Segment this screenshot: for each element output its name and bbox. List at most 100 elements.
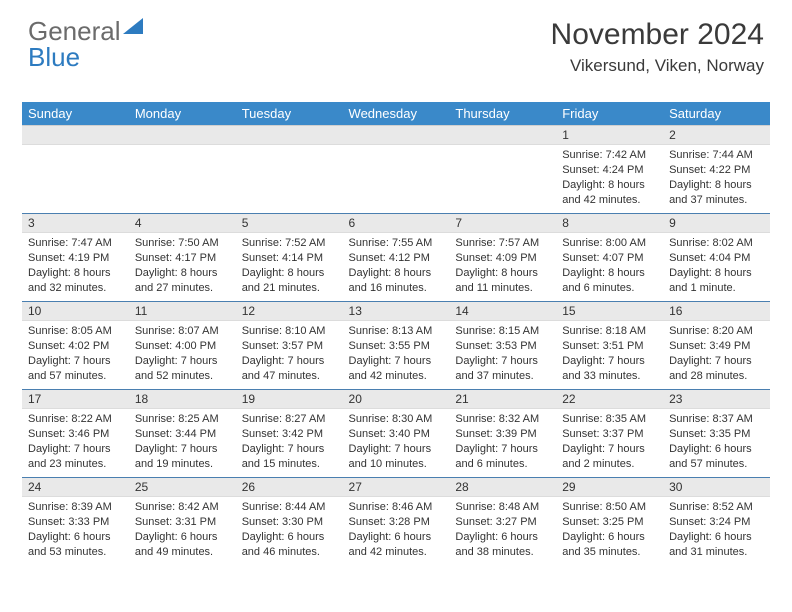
day-daylight1: Daylight: 7 hours bbox=[349, 442, 444, 457]
day-body: Sunrise: 8:27 AMSunset: 3:42 PMDaylight:… bbox=[236, 409, 343, 475]
day-daylight1: Daylight: 8 hours bbox=[28, 266, 123, 281]
calendar-cell: 2Sunrise: 7:44 AMSunset: 4:22 PMDaylight… bbox=[663, 126, 770, 214]
calendar-cell: 25Sunrise: 8:42 AMSunset: 3:31 PMDayligh… bbox=[129, 478, 236, 566]
calendar-cell: 20Sunrise: 8:30 AMSunset: 3:40 PMDayligh… bbox=[343, 390, 450, 478]
day-number: 10 bbox=[22, 302, 129, 321]
day-body: Sunrise: 7:42 AMSunset: 4:24 PMDaylight:… bbox=[556, 145, 663, 211]
day-daylight2: and 15 minutes. bbox=[242, 457, 337, 472]
month-title: November 2024 bbox=[551, 18, 764, 52]
day-daylight2: and 42 minutes. bbox=[349, 545, 444, 560]
day-sunset: Sunset: 3:35 PM bbox=[669, 427, 764, 442]
day-sunrise: Sunrise: 7:52 AM bbox=[242, 236, 337, 251]
day-sunrise: Sunrise: 7:50 AM bbox=[135, 236, 230, 251]
day-sunrise: Sunrise: 8:10 AM bbox=[242, 324, 337, 339]
day-daylight2: and 1 minute. bbox=[669, 281, 764, 296]
day-number: 3 bbox=[22, 214, 129, 233]
day-number: 19 bbox=[236, 390, 343, 409]
day-daylight1: Daylight: 6 hours bbox=[28, 530, 123, 545]
day-sunset: Sunset: 4:07 PM bbox=[562, 251, 657, 266]
day-number: 14 bbox=[449, 302, 556, 321]
day-daylight2: and 37 minutes. bbox=[455, 369, 550, 384]
day-sunset: Sunset: 4:09 PM bbox=[455, 251, 550, 266]
calendar-row: 1Sunrise: 7:42 AMSunset: 4:24 PMDaylight… bbox=[22, 126, 770, 214]
col-thursday: Thursday bbox=[449, 102, 556, 126]
day-daylight1: Daylight: 8 hours bbox=[562, 178, 657, 193]
day-daylight2: and 11 minutes. bbox=[455, 281, 550, 296]
day-number: 9 bbox=[663, 214, 770, 233]
day-body: Sunrise: 8:20 AMSunset: 3:49 PMDaylight:… bbox=[663, 321, 770, 387]
day-sunset: Sunset: 3:40 PM bbox=[349, 427, 444, 442]
day-number: 1 bbox=[556, 126, 663, 145]
day-body: Sunrise: 8:35 AMSunset: 3:37 PMDaylight:… bbox=[556, 409, 663, 475]
day-number: 16 bbox=[663, 302, 770, 321]
day-daylight2: and 37 minutes. bbox=[669, 193, 764, 208]
day-daylight2: and 28 minutes. bbox=[669, 369, 764, 384]
day-daylight1: Daylight: 8 hours bbox=[135, 266, 230, 281]
day-sunrise: Sunrise: 7:42 AM bbox=[562, 148, 657, 163]
day-daylight2: and 31 minutes. bbox=[669, 545, 764, 560]
day-number: 13 bbox=[343, 302, 450, 321]
day-body: Sunrise: 8:05 AMSunset: 4:02 PMDaylight:… bbox=[22, 321, 129, 387]
day-number-empty bbox=[22, 126, 129, 145]
day-daylight2: and 21 minutes. bbox=[242, 281, 337, 296]
day-body: Sunrise: 8:48 AMSunset: 3:27 PMDaylight:… bbox=[449, 497, 556, 563]
day-sunrise: Sunrise: 7:47 AM bbox=[28, 236, 123, 251]
day-sunset: Sunset: 3:28 PM bbox=[349, 515, 444, 530]
day-daylight2: and 35 minutes. bbox=[562, 545, 657, 560]
day-sunset: Sunset: 3:39 PM bbox=[455, 427, 550, 442]
day-sunrise: Sunrise: 8:20 AM bbox=[669, 324, 764, 339]
calendar-cell bbox=[449, 126, 556, 214]
calendar-cell: 22Sunrise: 8:35 AMSunset: 3:37 PMDayligh… bbox=[556, 390, 663, 478]
day-number: 2 bbox=[663, 126, 770, 145]
day-number: 20 bbox=[343, 390, 450, 409]
calendar-header-row: Sunday Monday Tuesday Wednesday Thursday… bbox=[22, 102, 770, 126]
calendar-cell: 4Sunrise: 7:50 AMSunset: 4:17 PMDaylight… bbox=[129, 214, 236, 302]
calendar-cell: 30Sunrise: 8:52 AMSunset: 3:24 PMDayligh… bbox=[663, 478, 770, 566]
day-number: 24 bbox=[22, 478, 129, 497]
calendar-cell: 18Sunrise: 8:25 AMSunset: 3:44 PMDayligh… bbox=[129, 390, 236, 478]
day-daylight1: Daylight: 6 hours bbox=[669, 530, 764, 545]
day-daylight1: Daylight: 7 hours bbox=[349, 354, 444, 369]
day-sunset: Sunset: 4:04 PM bbox=[669, 251, 764, 266]
day-daylight1: Daylight: 7 hours bbox=[562, 354, 657, 369]
calendar-cell: 17Sunrise: 8:22 AMSunset: 3:46 PMDayligh… bbox=[22, 390, 129, 478]
day-body: Sunrise: 8:30 AMSunset: 3:40 PMDaylight:… bbox=[343, 409, 450, 475]
location: Vikersund, Viken, Norway bbox=[551, 56, 764, 76]
calendar-cell: 12Sunrise: 8:10 AMSunset: 3:57 PMDayligh… bbox=[236, 302, 343, 390]
col-wednesday: Wednesday bbox=[343, 102, 450, 126]
day-sunset: Sunset: 4:12 PM bbox=[349, 251, 444, 266]
calendar-cell: 11Sunrise: 8:07 AMSunset: 4:00 PMDayligh… bbox=[129, 302, 236, 390]
day-number-empty bbox=[129, 126, 236, 145]
day-daylight1: Daylight: 7 hours bbox=[28, 354, 123, 369]
day-daylight2: and 32 minutes. bbox=[28, 281, 123, 296]
logo-text-blue: Blue bbox=[28, 42, 80, 72]
day-daylight2: and 57 minutes. bbox=[28, 369, 123, 384]
day-number: 17 bbox=[22, 390, 129, 409]
day-sunset: Sunset: 3:42 PM bbox=[242, 427, 337, 442]
day-number: 6 bbox=[343, 214, 450, 233]
day-number: 23 bbox=[663, 390, 770, 409]
calendar-cell: 29Sunrise: 8:50 AMSunset: 3:25 PMDayligh… bbox=[556, 478, 663, 566]
day-daylight2: and 53 minutes. bbox=[28, 545, 123, 560]
calendar-cell bbox=[343, 126, 450, 214]
calendar-row: 10Sunrise: 8:05 AMSunset: 4:02 PMDayligh… bbox=[22, 302, 770, 390]
calendar-cell: 23Sunrise: 8:37 AMSunset: 3:35 PMDayligh… bbox=[663, 390, 770, 478]
calendar-cell bbox=[22, 126, 129, 214]
col-friday: Friday bbox=[556, 102, 663, 126]
day-daylight1: Daylight: 8 hours bbox=[349, 266, 444, 281]
day-sunset: Sunset: 3:55 PM bbox=[349, 339, 444, 354]
day-sunrise: Sunrise: 8:00 AM bbox=[562, 236, 657, 251]
day-daylight2: and 27 minutes. bbox=[135, 281, 230, 296]
col-sunday: Sunday bbox=[22, 102, 129, 126]
day-sunset: Sunset: 3:33 PM bbox=[28, 515, 123, 530]
day-daylight2: and 6 minutes. bbox=[455, 457, 550, 472]
day-body: Sunrise: 8:32 AMSunset: 3:39 PMDaylight:… bbox=[449, 409, 556, 475]
day-sunrise: Sunrise: 8:05 AM bbox=[28, 324, 123, 339]
day-sunrise: Sunrise: 8:25 AM bbox=[135, 412, 230, 427]
day-body: Sunrise: 8:02 AMSunset: 4:04 PMDaylight:… bbox=[663, 233, 770, 299]
day-number: 29 bbox=[556, 478, 663, 497]
day-body: Sunrise: 7:47 AMSunset: 4:19 PMDaylight:… bbox=[22, 233, 129, 299]
day-number: 11 bbox=[129, 302, 236, 321]
calendar-cell: 26Sunrise: 8:44 AMSunset: 3:30 PMDayligh… bbox=[236, 478, 343, 566]
day-sunset: Sunset: 3:51 PM bbox=[562, 339, 657, 354]
